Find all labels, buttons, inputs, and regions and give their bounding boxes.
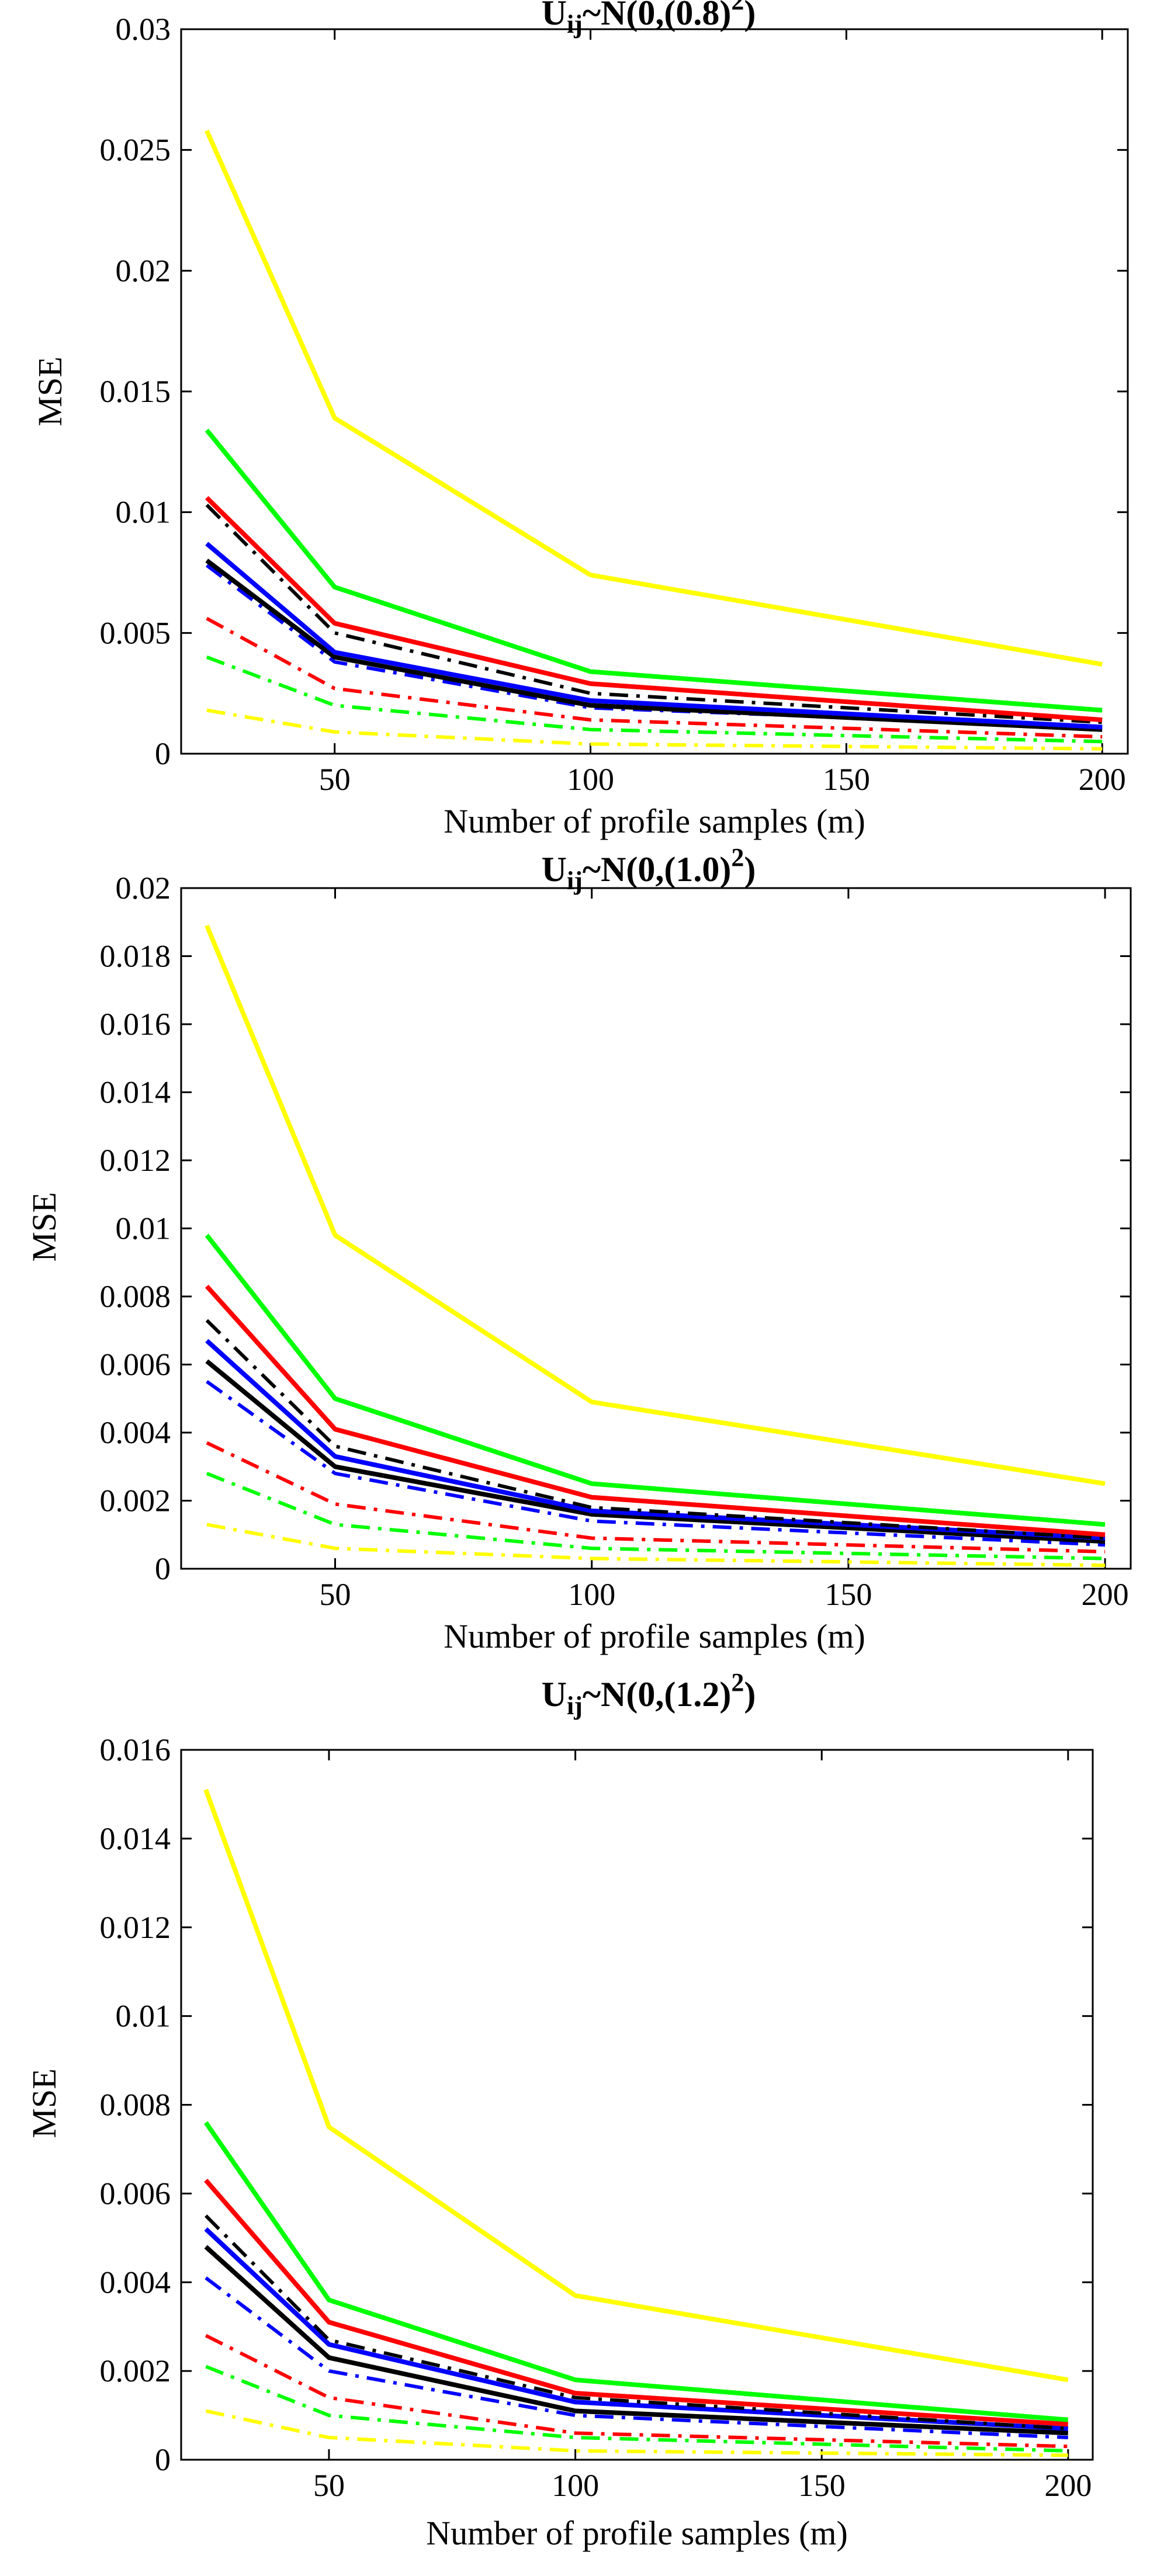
panel-3-xticks: 50 100 150 200: [313, 1750, 1092, 2503]
panel-3-xlabel: Number of profile samples (m): [426, 2514, 848, 2552]
panel-2-xlabel: Number of profile samples (m): [444, 1617, 865, 1655]
ytick-label: 0.02: [116, 871, 171, 906]
xtick-label: 150: [823, 762, 870, 797]
panel-2-yticks: 0 0.002 0.004 0.006 0.008 0.01 0.012 0.014 0.016…: [100, 871, 1131, 1586]
ytick-label: 0.008: [100, 2088, 171, 2123]
series-black-solid: [204, 2245, 1068, 2436]
ytick-label: 0.012: [100, 1143, 171, 1178]
series-blue-dashdot: [206, 1380, 1106, 1547]
series-blue-dashdot: [205, 564, 1103, 729]
panel-3-yticks: 0 0.002 0.004 0.006 0.008 0.01 0.012 0.014 0.016: [100, 1732, 1093, 2477]
xtick-label: 50: [313, 2468, 345, 2503]
series-red-dashdot: [206, 616, 1103, 739]
ytick-label: 0.012: [100, 1910, 171, 1945]
ytick-label: 0.025: [100, 133, 171, 168]
series-green-dashdot: [205, 2364, 1068, 2453]
ytick-label: 0.005: [100, 615, 171, 650]
xtick-label: 150: [825, 1577, 872, 1612]
panel-3-title: Uij~N(0,(1.2)2): [542, 1668, 756, 1720]
series-red-dashdot: [205, 2334, 1068, 2449]
panel-1: Uij~N(0,(0.8)2) 0 0.005 0.01 0.015 0.02 0.025…: [31, 0, 1129, 840]
ytick-label: 0: [155, 736, 171, 771]
xtick-label: 100: [568, 1577, 615, 1612]
ytick-label: 0.02: [116, 253, 171, 288]
panel-1-xlabel: Number of profile samples (m): [444, 802, 865, 840]
panel-2: Uij~N(0,(1.0)2) 0 0.002 0.004 0.006 0.008 0.0…: [25, 843, 1132, 1655]
series-green-solid: [205, 1233, 1106, 1527]
ytick-label: 0.014: [100, 1075, 171, 1110]
series-yellow-solid: [203, 1788, 1069, 2383]
series-blue-solid: [205, 542, 1103, 730]
ytick-label: 0.01: [116, 495, 171, 530]
xtick-label: 200: [1082, 1577, 1129, 1612]
series-green-solid: [203, 2121, 1069, 2422]
series-yellow-dashdot: [206, 1523, 1106, 1568]
series-yellow-solid: [205, 129, 1103, 667]
panel-3-ylabel: MSE: [25, 2068, 63, 2138]
series-green-solid: [205, 428, 1103, 713]
ytick-label: 0.006: [100, 1347, 171, 1382]
panel-3-plot-frame: [180, 1749, 1094, 2461]
series-blue-dashdot: [205, 2276, 1068, 2439]
series-yellow-solid: [205, 924, 1106, 1486]
series-red-solid: [205, 496, 1103, 723]
panel-2-title: Uij~N(0,(1.0)2): [542, 843, 756, 895]
panel-1-xticks: 50 100 150 200: [319, 29, 1126, 797]
ytick-label: 0.016: [100, 1007, 171, 1042]
panel-1-yticks: 0 0.005 0.01 0.015 0.02 0.025 0.03: [100, 12, 1128, 771]
panel-1-title: Uij~N(0,(0.8)2): [542, 0, 756, 39]
series-red-solid: [205, 1284, 1106, 1537]
ytick-label: 0.014: [100, 1821, 171, 1856]
ytick-label: 0: [155, 2442, 171, 2477]
xtick-label: 50: [320, 1577, 351, 1612]
ytick-label: 0.03: [116, 12, 171, 47]
ytick-label: 0.008: [100, 1279, 171, 1314]
xtick-label: 150: [798, 2468, 846, 2503]
series-black-solid: [205, 1359, 1106, 1544]
panel-2-ylabel: MSE: [25, 1192, 63, 1261]
panel-1-series: [205, 129, 1103, 751]
xtick-label: 200: [1079, 762, 1126, 797]
ytick-label: 0.004: [100, 2265, 171, 2300]
ytick-label: 0: [155, 1551, 171, 1586]
panel-1-ylabel: MSE: [31, 356, 69, 426]
panel-2-series: [205, 924, 1106, 1568]
ytick-label: 0.002: [100, 1483, 171, 1518]
series-red-dashdot: [206, 1441, 1106, 1554]
series-blue-solid: [205, 1339, 1106, 1541]
panel-3-series: [203, 1788, 1069, 2457]
ytick-label: 0.004: [100, 1415, 171, 1450]
ytick-label: 0.018: [100, 939, 171, 974]
ytick-label: 0.01: [116, 1999, 171, 2034]
series-green-dashdot: [206, 655, 1103, 744]
ytick-label: 0.015: [100, 374, 171, 409]
panel-3: Uij~N(0,(1.2)2) 0 0.002 0.004 0.006 0.008 0.0…: [25, 1668, 1094, 2552]
xtick-label: 100: [552, 2468, 599, 2503]
ytick-label: 0.006: [100, 2176, 171, 2211]
xtick-label: 200: [1044, 2468, 1092, 2503]
series-blue-solid: [204, 2227, 1069, 2431]
ytick-label: 0.016: [100, 1732, 171, 1767]
series-black-dashdot: [205, 1319, 1106, 1540]
ytick-label: 0.002: [100, 2353, 171, 2388]
xtick-label: 50: [319, 762, 351, 797]
xtick-label: 100: [567, 762, 614, 797]
panel-2-xticks: 50 100 150 200: [320, 888, 1129, 1612]
series-yellow-dashdot: [205, 2409, 1068, 2457]
series-red-solid: [204, 2178, 1069, 2427]
series-black-solid: [205, 559, 1103, 732]
series-black-dashdot: [205, 504, 1103, 724]
ytick-label: 0.01: [116, 1211, 171, 1246]
series-black-dashdot: [205, 2214, 1068, 2431]
